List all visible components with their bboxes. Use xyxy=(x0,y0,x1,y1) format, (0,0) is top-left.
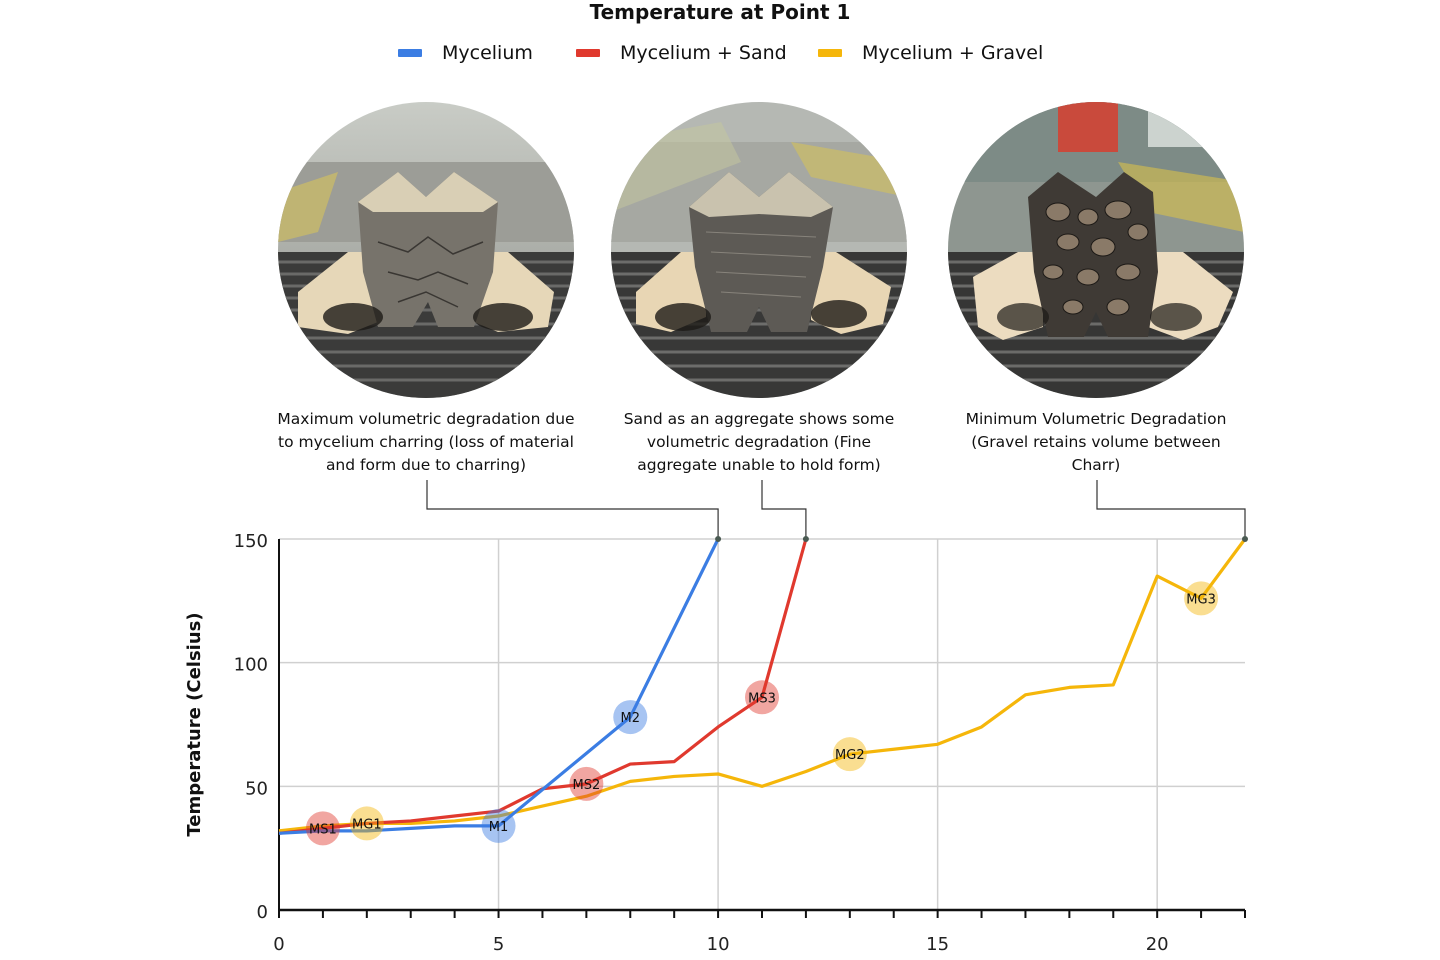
y-tick-label: 50 xyxy=(245,778,268,799)
marker-m2 xyxy=(613,700,648,735)
callout-endpoint xyxy=(715,536,722,542)
x-tick-label: 0 xyxy=(273,934,284,955)
marker-label-mg3: MG3 xyxy=(1186,592,1216,607)
marker-label-m2: M2 xyxy=(621,711,641,726)
marker-label-ms1: MS1 xyxy=(309,822,337,837)
marker-ms3 xyxy=(745,680,779,715)
callout-endpoint xyxy=(802,536,809,542)
y-tick-label: 150 xyxy=(234,531,268,552)
legend-swatch-mycelium xyxy=(398,49,422,57)
legend-item-mycelium-gravel: Mycelium + Gravel xyxy=(818,42,1043,64)
caption-mycelium-line-2: to mycelium charring (loss of material xyxy=(278,433,574,451)
legend: Mycelium Mycelium + Sand Mycelium + Grav… xyxy=(0,42,1440,68)
chart-title: Temperature at Point 1 xyxy=(589,0,851,24)
marker-label-m1: M1 xyxy=(489,820,509,835)
caption-gravel-line-1: Minimum Volumetric Degradation xyxy=(965,410,1227,428)
marker-ms1 xyxy=(305,811,340,846)
caption-sand-line-3: aggregate unable to hold form) xyxy=(637,456,881,474)
callout-leader-line xyxy=(1096,480,1246,539)
legend-swatch-mycelium-sand xyxy=(576,49,600,57)
marker-label-ms2: MS2 xyxy=(572,778,600,793)
caption-sand-line-2: volumetric degradation (Fine xyxy=(646,433,872,451)
marker-m1 xyxy=(481,808,516,843)
legend-swatch-mycelium-gravel xyxy=(818,49,842,57)
series-line-mycelium xyxy=(278,538,720,835)
callout-leader-line xyxy=(761,480,807,539)
y-tick-label: 0 xyxy=(257,902,268,923)
marker-mg3 xyxy=(1184,581,1219,616)
marker-label-mg2: MG2 xyxy=(835,748,865,763)
legend-item-mycelium-sand: Mycelium + Sand xyxy=(576,42,787,64)
x-tick-label: 15 xyxy=(926,934,949,955)
caption-mycelium: Maximum volumetric degradation due to my… xyxy=(261,408,591,477)
callout-leader-line xyxy=(426,480,719,539)
marker-label-ms3: MS3 xyxy=(748,691,776,706)
legend-label-mycelium-gravel: Mycelium + Gravel xyxy=(862,42,1044,64)
caption-mycelium-line-3: and form due to charring) xyxy=(325,456,527,474)
x-tick-label: 5 xyxy=(493,934,504,955)
legend-item-mycelium: Mycelium xyxy=(398,42,533,64)
legend-label-mycelium-sand: Mycelium + Sand xyxy=(620,42,787,64)
caption-sand-line-1: Sand as an aggregate shows some xyxy=(623,410,895,428)
marker-mg2 xyxy=(832,737,867,772)
marker-label-mg1: MG1 xyxy=(352,817,382,832)
callout-endpoint xyxy=(1242,536,1248,542)
caption-gravel-line-3: Charr) xyxy=(1071,456,1121,474)
caption-mycelium-gravel: Minimum Volumetric Degradation (Gravel r… xyxy=(931,408,1261,477)
x-tick-label: 20 xyxy=(1146,934,1169,955)
y-axis-label: Temperature (Celsius) xyxy=(184,612,205,836)
caption-mycelium-sand: Sand as an aggregate shows some volumetr… xyxy=(594,408,924,477)
y-tick-label: 100 xyxy=(234,655,268,676)
series-line-mycelium-gravel xyxy=(278,538,1247,833)
photo-mycelium-sample xyxy=(278,102,574,398)
caption-mycelium-line-1: Maximum volumetric degradation due xyxy=(277,410,575,428)
caption-gravel-line-2: (Gravel retains volume between xyxy=(971,433,1221,451)
legend-label-mycelium: Mycelium xyxy=(442,42,533,64)
x-tick-label: 10 xyxy=(707,934,730,955)
marker-mg1 xyxy=(349,806,384,841)
marker-ms2 xyxy=(569,766,604,801)
